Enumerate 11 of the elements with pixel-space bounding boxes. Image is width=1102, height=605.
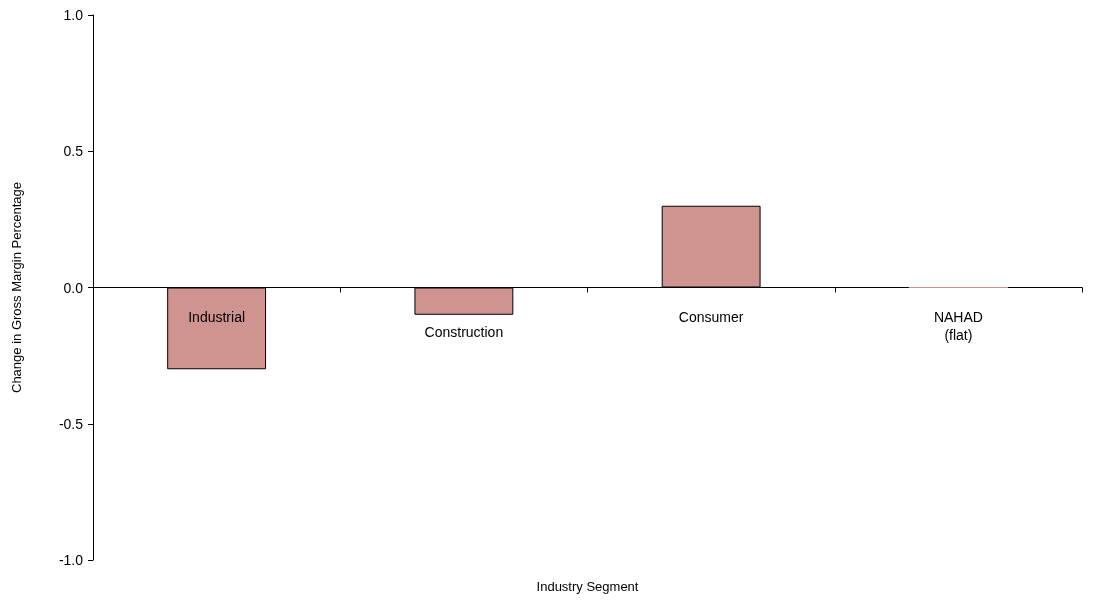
y-tick-label: 0.5 [63,143,84,160]
x-axis-title: Industry Segment [536,578,639,594]
y-tick-label: 0.0 [63,279,84,296]
y-tick-label: -1.0 [58,552,84,568]
x-tick-label: NAHAD (flat) [933,308,983,343]
x-tick-label: Industrial [188,308,246,325]
x-tick-label: Construction [424,323,504,340]
y-tick-label: -0.5 [58,415,84,432]
y-axis-title: Change in Gross Margin Percentage [9,181,24,394]
y-tick-label: 1.0 [63,7,84,23]
x-tick-label: Consumer [678,308,744,325]
